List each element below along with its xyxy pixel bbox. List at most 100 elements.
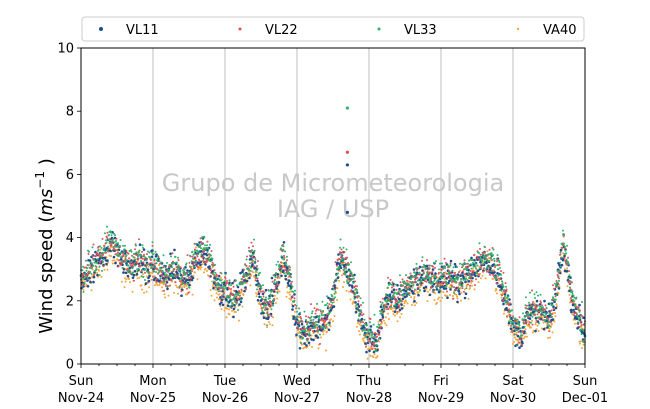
- data-point: [248, 276, 251, 280]
- data-point: [496, 292, 498, 295]
- data-point: [467, 283, 469, 286]
- data-point: [312, 318, 315, 321]
- data-point: [505, 290, 507, 293]
- data-point: [135, 251, 138, 254]
- data-point: [215, 273, 218, 276]
- data-point: [397, 296, 399, 299]
- data-point: [175, 275, 177, 278]
- data-point: [170, 255, 172, 258]
- data-point: [178, 286, 181, 289]
- data-point: [143, 291, 145, 294]
- data-point: [278, 290, 281, 293]
- data-point: [166, 285, 169, 288]
- data-point: [379, 310, 381, 313]
- data-point: [338, 266, 341, 269]
- data-point: [193, 265, 195, 268]
- data-point: [371, 336, 374, 339]
- data-point: [201, 242, 203, 245]
- data-point: [484, 260, 486, 263]
- data-point: [455, 294, 458, 296]
- data-point: [536, 316, 538, 319]
- data-point: [369, 340, 372, 343]
- data-point: [275, 263, 278, 266]
- data-point: [230, 299, 233, 302]
- data-point: [233, 304, 236, 307]
- data-point: [386, 308, 388, 311]
- data-point: [255, 269, 257, 272]
- data-point: [211, 280, 213, 283]
- data-point: [381, 313, 384, 317]
- data-point: [405, 286, 408, 288]
- data-point: [295, 316, 297, 319]
- data-point: [469, 269, 472, 272]
- data-point: [542, 306, 544, 309]
- data-point: [429, 264, 431, 267]
- data-point: [571, 291, 573, 294]
- data-point: [383, 319, 385, 322]
- data-point: [328, 323, 331, 326]
- data-point: [548, 320, 550, 323]
- data-point: [336, 261, 339, 265]
- data-point: [195, 260, 198, 263]
- data-point: [122, 268, 126, 271]
- data-point: [460, 272, 463, 275]
- data-point: [277, 283, 280, 286]
- data-point: [388, 300, 391, 303]
- data-point: [293, 293, 296, 296]
- data-point: [425, 264, 429, 268]
- data-point-peak: [345, 210, 349, 214]
- data-point: [407, 280, 410, 283]
- data-point: [557, 292, 560, 295]
- data-point: [464, 288, 466, 291]
- data-point: [172, 262, 174, 265]
- data-point: [319, 309, 322, 312]
- data-point: [570, 300, 573, 303]
- data-point: [160, 274, 163, 276]
- data-point: [472, 267, 474, 270]
- data-point: [575, 317, 579, 321]
- data-point: [280, 267, 283, 270]
- data-point: [328, 313, 330, 315]
- y-axis-label: Wind speed (ms−1 ): [33, 158, 57, 333]
- data-point: [257, 260, 259, 263]
- x-tick-label-day-3: Wed: [283, 374, 311, 389]
- data-point: [534, 297, 536, 299]
- data-point: [363, 331, 367, 335]
- data-point: [428, 277, 430, 280]
- data-point: [158, 284, 161, 286]
- data-point: [490, 257, 492, 260]
- data-point: [456, 273, 460, 277]
- data-point: [397, 297, 401, 301]
- data-point: [413, 290, 415, 293]
- data-point: [242, 294, 245, 296]
- data-point: [286, 281, 290, 285]
- data-point: [238, 292, 240, 294]
- data-point: [142, 275, 145, 278]
- data-point: [228, 313, 231, 316]
- y-tick-label-0: 0: [66, 358, 74, 373]
- data-point: [164, 283, 167, 286]
- data-point: [418, 271, 421, 274]
- data-point: [315, 334, 318, 338]
- data-point: [444, 275, 446, 278]
- data-point: [569, 286, 571, 289]
- data-point: [301, 343, 303, 346]
- data-point: [268, 313, 271, 316]
- data-point: [169, 264, 171, 267]
- data-point: [166, 287, 169, 291]
- data-point: [364, 323, 367, 326]
- data-point: [466, 266, 469, 269]
- data-point: [131, 290, 134, 293]
- data-point: [243, 274, 246, 277]
- data-point: [106, 249, 109, 252]
- data-point: [549, 325, 551, 328]
- data-point: [463, 268, 465, 271]
- data-point: [164, 296, 166, 299]
- data-point: [382, 297, 384, 300]
- data-point: [217, 274, 219, 277]
- data-point: [381, 310, 383, 313]
- data-point: [131, 254, 133, 257]
- data-point: [437, 278, 440, 281]
- data-point: [517, 331, 520, 333]
- data-point: [502, 302, 505, 306]
